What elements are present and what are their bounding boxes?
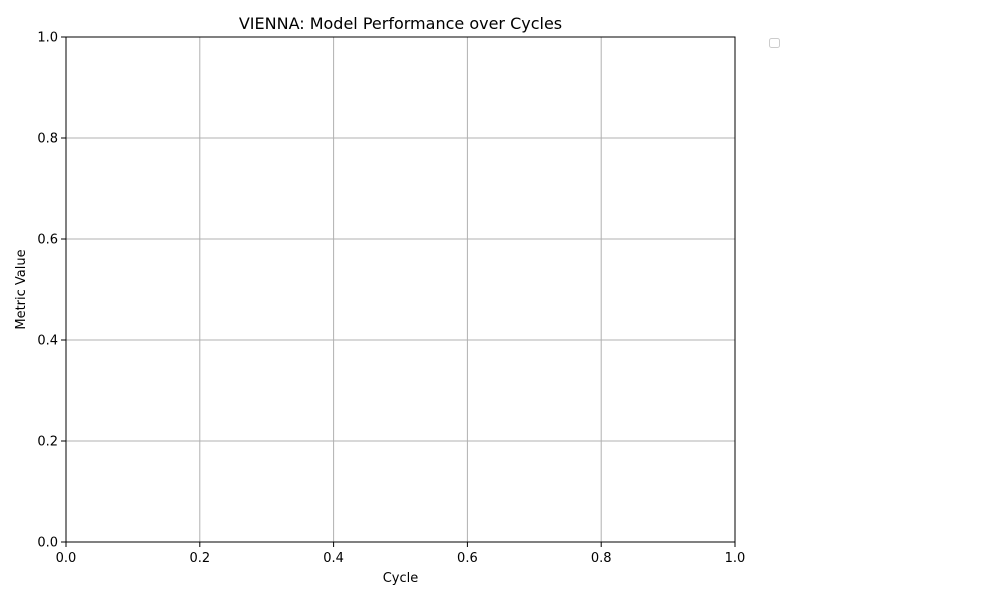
x-tick-label: 0.6	[457, 551, 478, 566]
x-tick-label: 0.4	[323, 551, 344, 566]
plot-area-frame	[65, 36, 736, 543]
y-axis: 0.0 0.2 0.4 0.6 0.8 1.0	[37, 31, 66, 551]
legend-box	[769, 38, 780, 48]
x-axis-label: Cycle	[383, 571, 419, 586]
x-axis: 0.0 0.2 0.4 0.6 0.8 1.0	[56, 542, 746, 566]
x-tick-label: 1.0	[725, 551, 746, 566]
x-tick-label: 0.0	[56, 551, 77, 566]
y-tick-label: 0.2	[37, 435, 58, 450]
y-tick-label: 0.6	[37, 233, 58, 248]
y-tick-label: 0.8	[37, 132, 58, 147]
y-axis-label: Metric Value	[14, 249, 29, 329]
x-tick-label: 0.2	[189, 551, 210, 566]
y-tick-label: 1.0	[37, 31, 58, 46]
grid	[65, 36, 736, 543]
x-tick-label: 0.8	[591, 551, 612, 566]
y-tick-label: 0.0	[37, 536, 58, 551]
chart-title: VIENNA: Model Performance over Cycles	[239, 14, 562, 33]
y-tick-label: 0.4	[37, 334, 58, 349]
